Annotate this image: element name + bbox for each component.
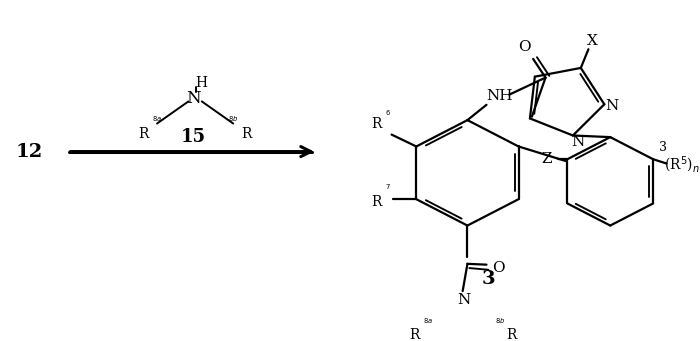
Text: 15: 15 [181,128,206,146]
Text: (R$^{5}$)$_{n}$: (R$^{5}$)$_{n}$ [664,155,699,175]
Text: H: H [195,76,206,90]
Text: $^{8b}$: $^{8b}$ [495,319,505,328]
Text: Z: Z [541,152,552,166]
Text: R: R [409,328,419,341]
Text: 3: 3 [482,270,495,288]
Text: R: R [371,117,382,131]
Text: N: N [457,293,470,307]
Text: $^{8a}$: $^{8a}$ [424,319,433,328]
Text: R: R [506,328,517,341]
Text: R: R [139,127,149,141]
Text: N: N [606,99,619,113]
Text: R: R [371,195,382,209]
Text: N: N [186,89,200,106]
Text: O: O [493,261,505,275]
Text: O: O [518,40,531,54]
Text: X: X [587,34,598,48]
Text: $^{7}$: $^{7}$ [385,186,391,194]
Text: NH: NH [486,89,513,103]
Text: 3: 3 [659,141,666,154]
Text: N: N [571,135,584,149]
Text: 12: 12 [16,143,43,161]
Text: $^{8b}$: $^{8b}$ [228,117,239,126]
Text: $^{6}$: $^{6}$ [385,112,391,120]
Text: R: R [241,127,252,141]
Text: $^{8a}$: $^{8a}$ [152,117,162,126]
